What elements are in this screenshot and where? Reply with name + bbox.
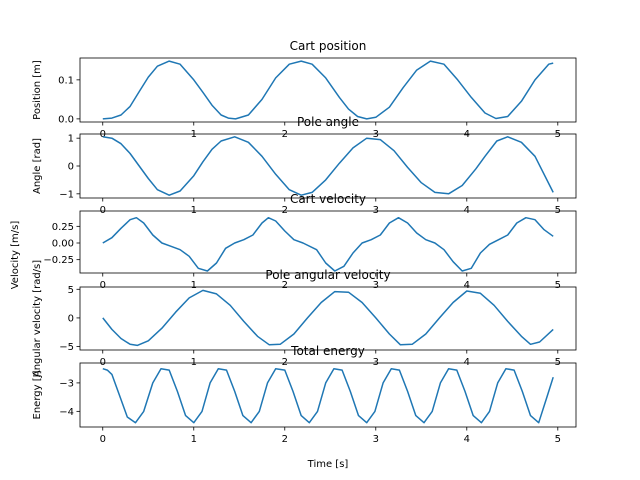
y-tick-label-3-1: 0.00 (52, 239, 74, 250)
x-tick-label-5-0: 0 (100, 434, 106, 445)
x-tick-label-2-2: 2 (282, 205, 288, 216)
y-tick-label-3-0: 0.25 (52, 222, 74, 233)
y-axis-label-5: Energy [J] (32, 370, 43, 419)
y-tick-label-4-0: −5 (59, 342, 74, 353)
x-tick-label-2-1: 1 (191, 205, 197, 216)
x-tick-label-2-0: 0 (100, 205, 106, 216)
x-tick-label-1-3: 3 (373, 129, 379, 140)
x-tick-label-4-3: 3 (373, 357, 379, 368)
subplot-title-1: Cart position (290, 39, 367, 53)
subplot-2: 0 1 2 3 4 5 −1 0 1 Pole angle Angle [rad] (32, 115, 577, 216)
y-tick-label-4-1: 0 (68, 313, 74, 324)
x-tick-label-1-4: 4 (464, 129, 470, 140)
axes-frame-1 (79, 57, 577, 123)
series-line-4 (102, 289, 554, 347)
y-tick-label-1-1: 0.1 (58, 75, 74, 86)
x-tick-label-1-5: 5 (555, 129, 561, 140)
subplot-title-2: Pole angle (297, 115, 359, 129)
x-tick-label-3-1: 1 (191, 280, 197, 291)
axes-frame-2 (79, 133, 577, 199)
x-tick-label-4-0: 0 (100, 357, 106, 368)
y-tick-label-2-2: 1 (68, 134, 74, 145)
series-line-1 (102, 60, 554, 120)
y-tick-label-2-0: −1 (59, 189, 74, 200)
series-line-2 (102, 136, 554, 196)
subplot-1: 0 1 2 3 4 5 0.0 0.1 Cart position Position [m] (32, 39, 577, 140)
axes-frame-3 (79, 210, 577, 274)
x-tick-label-3-2: 2 (282, 280, 288, 291)
x-tick-label-1-0: 0 (100, 129, 106, 140)
x-tick-label-5-3: 3 (373, 434, 379, 445)
x-axis-label: Time [s] (307, 459, 349, 470)
y-axis-label-1: Position [m] (32, 60, 43, 120)
subplot-3: 0 1 2 3 4 5 0.25 0.00 −0.25 Cart velocity Velocity… (10, 192, 577, 291)
x-tick-label-3-3: 3 (373, 280, 379, 291)
y-axis-label-3: Velocity [m/s] (10, 221, 21, 290)
axes-frame-4 (79, 286, 577, 351)
y-tick-label-3-2: −0.25 (43, 255, 74, 266)
x-tick-label-4-4: 4 (464, 357, 470, 368)
subplot-title-5: Total energy (290, 344, 365, 358)
x-tick-label-4-5: 5 (555, 357, 561, 368)
series-line-3 (102, 216, 554, 272)
y-axis-label-2: Angle [rad] (32, 138, 43, 194)
x-tick-label-2-5: 5 (555, 205, 561, 216)
axes-frame-5 (79, 362, 577, 428)
y-tick-label-1-0: 0.0 (58, 114, 74, 125)
x-tick-label-2-4: 4 (464, 205, 470, 216)
x-tick-label-3-5: 5 (555, 280, 561, 291)
x-tick-label-2-3: 3 (373, 205, 379, 216)
x-tick-label-3-0: 0 (100, 280, 106, 291)
x-tick-label-5-5: 5 (555, 434, 561, 445)
y-tick-label-2-1: 0 (68, 162, 74, 173)
x-tick-label-5-4: 4 (464, 434, 470, 445)
x-tick-label-5-1: 1 (191, 434, 197, 445)
series-line-5 (102, 367, 554, 424)
subplot-4: 0 1 2 3 4 5 −5 0 5 Pole angular velocity Angular v… (32, 260, 577, 377)
subplot-title-4: Pole angular velocity (265, 268, 390, 282)
y-axis-label-4: Angular velocity [rad/s] (32, 260, 43, 377)
subplots: 0 1 2 3 4 5 0.0 0.1 Cart position Position [m] 0 1 2… (10, 39, 577, 445)
subplot-5: 0 1 2 3 4 5 −3 −4 Total energy Energy [J] (32, 344, 577, 445)
y-tick-label-5-1: −4 (59, 407, 74, 418)
x-tick-label-3-4: 4 (464, 280, 470, 291)
x-tick-label-1-2: 2 (282, 129, 288, 140)
y-tick-label-4-2: 5 (68, 285, 74, 296)
x-tick-label-4-1: 1 (191, 357, 197, 368)
y-tick-label-5-0: −3 (59, 378, 74, 389)
x-tick-label-5-2: 2 (282, 434, 288, 445)
subplot-title-3: Cart velocity (290, 192, 366, 206)
x-tick-label-1-1: 1 (191, 129, 197, 140)
x-tick-label-4-2: 2 (282, 357, 288, 368)
